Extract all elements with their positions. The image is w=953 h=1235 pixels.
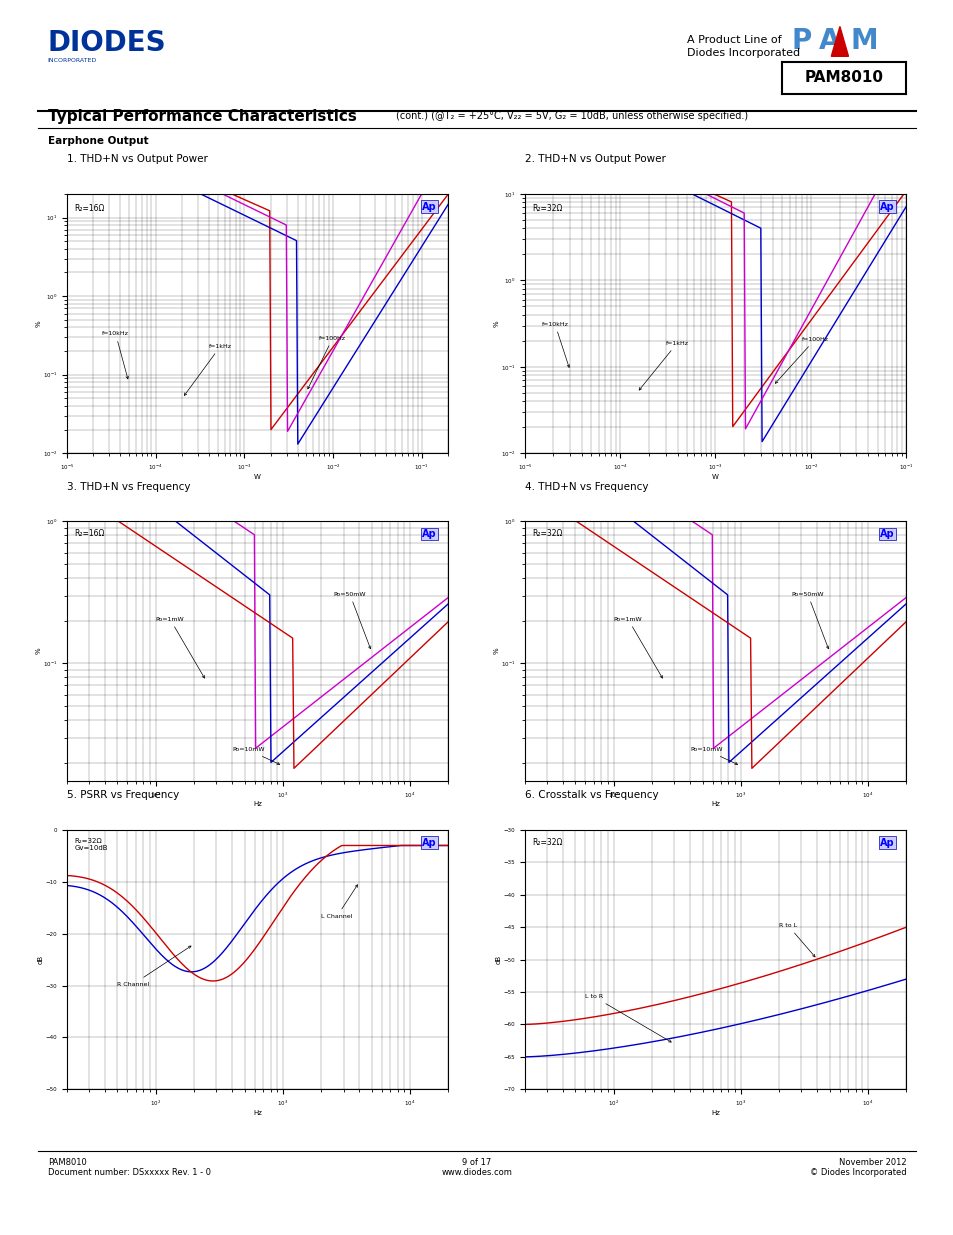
Text: P: P (791, 27, 811, 54)
Text: f=100Hz: f=100Hz (775, 337, 828, 383)
Text: L Channel: L Channel (321, 884, 357, 919)
Text: Po=1mW: Po=1mW (155, 616, 204, 678)
X-axis label: Hz: Hz (710, 802, 720, 806)
Text: R₂=32Ω: R₂=32Ω (532, 837, 562, 847)
Y-axis label: %: % (35, 647, 41, 655)
Y-axis label: %: % (35, 320, 41, 327)
Text: 6. Crosstalk vs Frequency: 6. Crosstalk vs Frequency (524, 790, 658, 800)
Text: Po=50mW: Po=50mW (334, 592, 371, 648)
Text: A: A (819, 27, 840, 54)
Text: Ap: Ap (422, 201, 436, 211)
Text: © Diodes Incorporated: © Diodes Incorporated (809, 1168, 905, 1177)
Text: Po=10mW: Po=10mW (689, 747, 737, 764)
X-axis label: Hz: Hz (253, 1110, 262, 1115)
Text: Diodes Incorporated: Diodes Incorporated (686, 48, 800, 58)
Text: PAM8010: PAM8010 (48, 1158, 87, 1167)
Text: f=1kHz: f=1kHz (639, 341, 688, 390)
Text: Ap: Ap (422, 529, 436, 538)
Text: 3. THD+N vs Frequency: 3. THD+N vs Frequency (67, 482, 190, 492)
Text: Po=10mW: Po=10mW (232, 747, 279, 764)
Text: R₂=32Ω
Gv=10dB: R₂=32Ω Gv=10dB (74, 837, 108, 851)
Text: INCORPORATED: INCORPORATED (48, 58, 97, 63)
Text: 5. PSRR vs Frequency: 5. PSRR vs Frequency (67, 790, 179, 800)
Text: R to L: R to L (779, 924, 814, 957)
Text: November 2012: November 2012 (838, 1158, 905, 1167)
Text: f=1kHz: f=1kHz (184, 343, 232, 395)
Text: 4. THD+N vs Frequency: 4. THD+N vs Frequency (524, 482, 647, 492)
Text: Ap: Ap (422, 837, 436, 847)
Text: R Channel: R Channel (117, 946, 191, 987)
Text: PAM8010: PAM8010 (804, 70, 882, 85)
Text: 2. THD+N vs Output Power: 2. THD+N vs Output Power (524, 154, 665, 164)
Y-axis label: dB: dB (38, 955, 44, 965)
Text: L to R: L to R (585, 994, 671, 1042)
Text: A Product Line of: A Product Line of (686, 35, 781, 44)
X-axis label: W: W (711, 474, 719, 479)
Text: 1. THD+N vs Output Power: 1. THD+N vs Output Power (67, 154, 208, 164)
X-axis label: Hz: Hz (710, 1110, 720, 1115)
Text: f=10kHz: f=10kHz (102, 331, 129, 379)
Text: www.diodes.com: www.diodes.com (441, 1168, 512, 1177)
Text: (cont.) (@T₂ = +25°C, V₂₂ = 5V, G₂ = 10dB, unless otherwise specified.): (cont.) (@T₂ = +25°C, V₂₂ = 5V, G₂ = 10d… (395, 111, 747, 121)
Text: R₂=32Ω: R₂=32Ω (532, 529, 562, 538)
Text: f=10kHz: f=10kHz (541, 321, 569, 367)
Text: Earphone Output: Earphone Output (48, 136, 148, 146)
Text: Ap: Ap (880, 837, 894, 847)
Text: f=100Hz: f=100Hz (308, 336, 346, 389)
Y-axis label: dB: dB (496, 955, 501, 965)
Text: Po=1mW: Po=1mW (613, 616, 661, 678)
X-axis label: W: W (253, 474, 261, 479)
Polygon shape (830, 26, 847, 57)
Text: R₂=16Ω: R₂=16Ω (74, 529, 105, 538)
Text: R₂=16Ω: R₂=16Ω (74, 204, 105, 214)
Text: Ap: Ap (880, 529, 894, 538)
Y-axis label: %: % (493, 647, 498, 655)
Text: Po=50mW: Po=50mW (791, 592, 828, 648)
Text: Ap: Ap (880, 201, 894, 211)
Y-axis label: %: % (493, 320, 498, 327)
Text: M: M (849, 27, 877, 54)
Text: R₂=32Ω: R₂=32Ω (532, 204, 562, 214)
Text: Typical Performance Characteristics: Typical Performance Characteristics (48, 109, 356, 124)
X-axis label: Hz: Hz (253, 802, 262, 806)
Text: 9 of 17: 9 of 17 (462, 1158, 491, 1167)
Text: DIODES: DIODES (48, 30, 166, 57)
Text: Document number: DSxxxxx Rev. 1 - 0: Document number: DSxxxxx Rev. 1 - 0 (48, 1168, 211, 1177)
